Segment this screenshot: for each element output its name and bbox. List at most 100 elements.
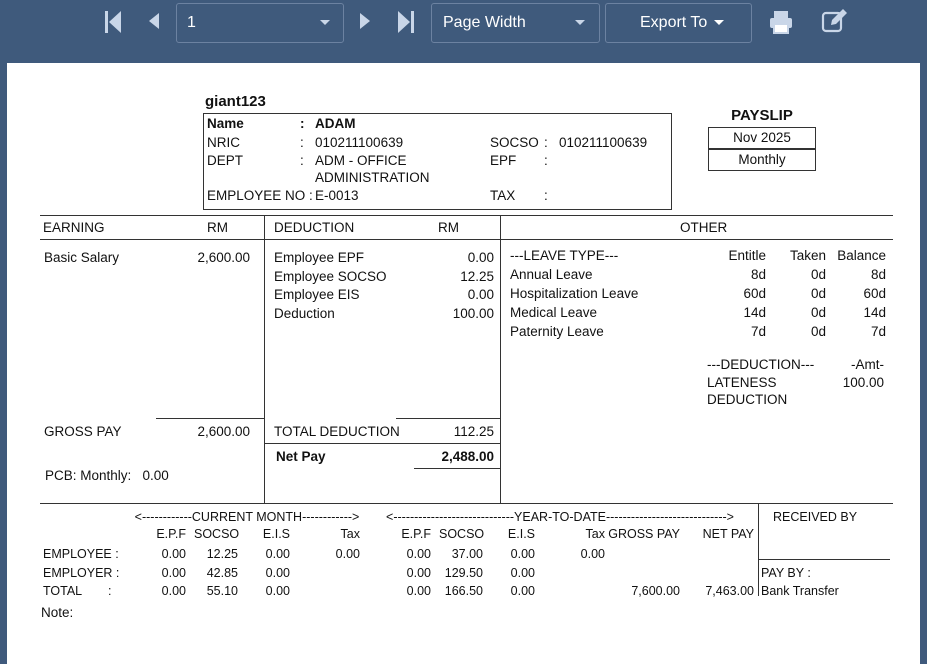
page-number-select[interactable]: 1	[176, 3, 344, 43]
total-ytd-gross-pay: 7,600.00	[631, 584, 680, 598]
total-epf: 0.00	[161, 584, 186, 598]
previous-page-icon[interactable]	[148, 12, 160, 35]
dept-label: DEPT	[207, 153, 244, 168]
deduction-item-label: Employee EPF	[274, 250, 365, 265]
name-label: Name	[207, 116, 244, 131]
pay-by-value: Bank Transfer	[761, 584, 839, 598]
deduction-item-amount: 0.00	[467, 287, 494, 302]
employer-row-label: EMPLOYER :	[43, 566, 120, 580]
zoom-select[interactable]: Page Width	[431, 3, 600, 43]
deduction-item-label: Employee SOCSO	[274, 269, 387, 284]
total-deduction-amount: 112.25	[453, 424, 494, 439]
earning-item-amount: 2,600.00	[197, 250, 250, 265]
other-deduction-amt-header: -Amt-	[851, 357, 884, 372]
col-socso: SOCSO	[194, 527, 240, 541]
pay-by-label: PAY BY :	[761, 566, 811, 580]
socso-value: 010211100639	[559, 135, 648, 150]
deduction-divider	[500, 215, 501, 503]
tax-colon: :	[544, 188, 548, 203]
leave-taken: 0d	[810, 286, 826, 301]
employer-eis: 0.00	[265, 566, 290, 580]
leave-type-header: ---LEAVE TYPE---	[510, 248, 619, 263]
deduction-item-amount: 100.00	[452, 306, 494, 321]
leave-taken: 0d	[810, 324, 826, 339]
received-by-signature-line	[758, 559, 890, 560]
earning-header: EARNING	[43, 220, 105, 235]
other-deduction-label: LATENESS	[707, 375, 777, 390]
leave-entitle: 60d	[743, 286, 766, 301]
employee-row-label: EMPLOYEE :	[43, 547, 119, 561]
chevron-down-icon	[575, 20, 585, 25]
employee-info-box	[203, 113, 672, 210]
employer-ytd-socso: 129.50	[444, 566, 483, 580]
deduction-item-label: Deduction	[274, 306, 335, 321]
total-deduction-rule	[396, 418, 500, 419]
next-page-icon[interactable]	[359, 12, 371, 35]
leave-type: Hospitalization Leave	[510, 286, 639, 301]
epf-colon: :	[544, 153, 548, 168]
period-box: Nov 2025	[708, 127, 816, 149]
leave-balance: 7d	[870, 324, 886, 339]
employee-tax: 0.00	[335, 547, 360, 561]
table-top-line	[40, 215, 893, 216]
export-to-button[interactable]: Export To	[605, 3, 752, 43]
total-ytd-net-pay: 7,463.00	[705, 584, 754, 598]
balance-header: Balance	[837, 248, 886, 263]
last-page-icon[interactable]	[397, 10, 415, 39]
received-by-label: RECEIVED BY	[773, 510, 858, 524]
tax-label: TAX	[490, 188, 516, 203]
other-deduction-amount: 100.00	[842, 375, 884, 390]
employee-socso: 12.25	[206, 547, 238, 561]
net-pay-underline	[414, 468, 500, 469]
net-pay-amount: 2,488.00	[441, 449, 494, 464]
first-page-icon[interactable]	[104, 10, 122, 39]
dept-value: ADM - OFFICE	[315, 153, 407, 168]
col-eis: E.I.S	[262, 527, 290, 541]
entitle-header: Entitle	[728, 248, 766, 263]
deduction-item-label: Employee EIS	[274, 287, 360, 302]
net-pay-label: Net Pay	[276, 449, 326, 464]
employee-no-label: EMPLOYEE NO :	[207, 188, 313, 203]
note-label: Note:	[41, 605, 74, 620]
current-month-header: <------------CURRENT MONTH------------>	[134, 510, 360, 524]
employee-ytd-tax: 0.00	[580, 547, 605, 561]
employee-no-value: E-0013	[315, 188, 359, 203]
dept-value-line2: ADMINISTRATION	[315, 170, 430, 185]
year-to-date-header: <-----------------------------YEAR-TO-DA…	[386, 510, 734, 524]
leave-taken: 0d	[810, 267, 826, 282]
earning-item-label: Basic Salary	[44, 250, 120, 265]
col-epf: E.P.F	[156, 527, 186, 541]
net-pay-top-rule	[264, 443, 500, 444]
col-ytd-tax: Tax	[585, 527, 605, 541]
edit-icon[interactable]	[821, 8, 849, 39]
nric-colon: :	[300, 135, 304, 150]
total-ytd-socso: 166.50	[444, 584, 483, 598]
frequency-box: Monthly	[708, 149, 816, 171]
gross-pay-label: GROSS PAY	[44, 424, 122, 439]
table-bottom-line	[40, 503, 893, 504]
col-gross-pay: GROSS PAY	[608, 527, 680, 541]
pay-period: Nov 2025	[733, 130, 791, 145]
total-ytd-epf: 0.00	[406, 584, 431, 598]
col-ytd-epf: E.P.F	[401, 527, 431, 541]
other-deduction-label-line2: DEDUCTION	[707, 392, 788, 407]
deduction-item-amount: 0.00	[467, 250, 494, 265]
col-ytd-eis: E.I.S	[507, 527, 535, 541]
nric-label: NRIC	[207, 135, 240, 150]
report-viewer-toolbar: 1 Page Width Export To	[0, 0, 927, 46]
total-deduction-label: TOTAL DEDUCTION	[274, 424, 400, 439]
leave-taken: 0d	[810, 305, 826, 320]
pay-frequency: Monthly	[738, 152, 786, 167]
employee-eis: 0.00	[265, 547, 290, 561]
employee-name: ADAM	[315, 116, 356, 131]
total-row-colon: :	[108, 584, 112, 598]
header-bottom-line	[40, 239, 893, 240]
payslip-document: giant123 Name : ADAM NRIC : 010211100639…	[7, 63, 920, 664]
leave-balance: 60d	[863, 286, 886, 301]
epf-label: EPF	[490, 153, 517, 168]
leave-entitle: 14d	[743, 305, 766, 320]
leave-balance: 14d	[863, 305, 886, 320]
employee-ytd-socso: 37.00	[451, 547, 483, 561]
print-icon[interactable]	[768, 9, 794, 40]
leave-type: Annual Leave	[510, 267, 593, 282]
